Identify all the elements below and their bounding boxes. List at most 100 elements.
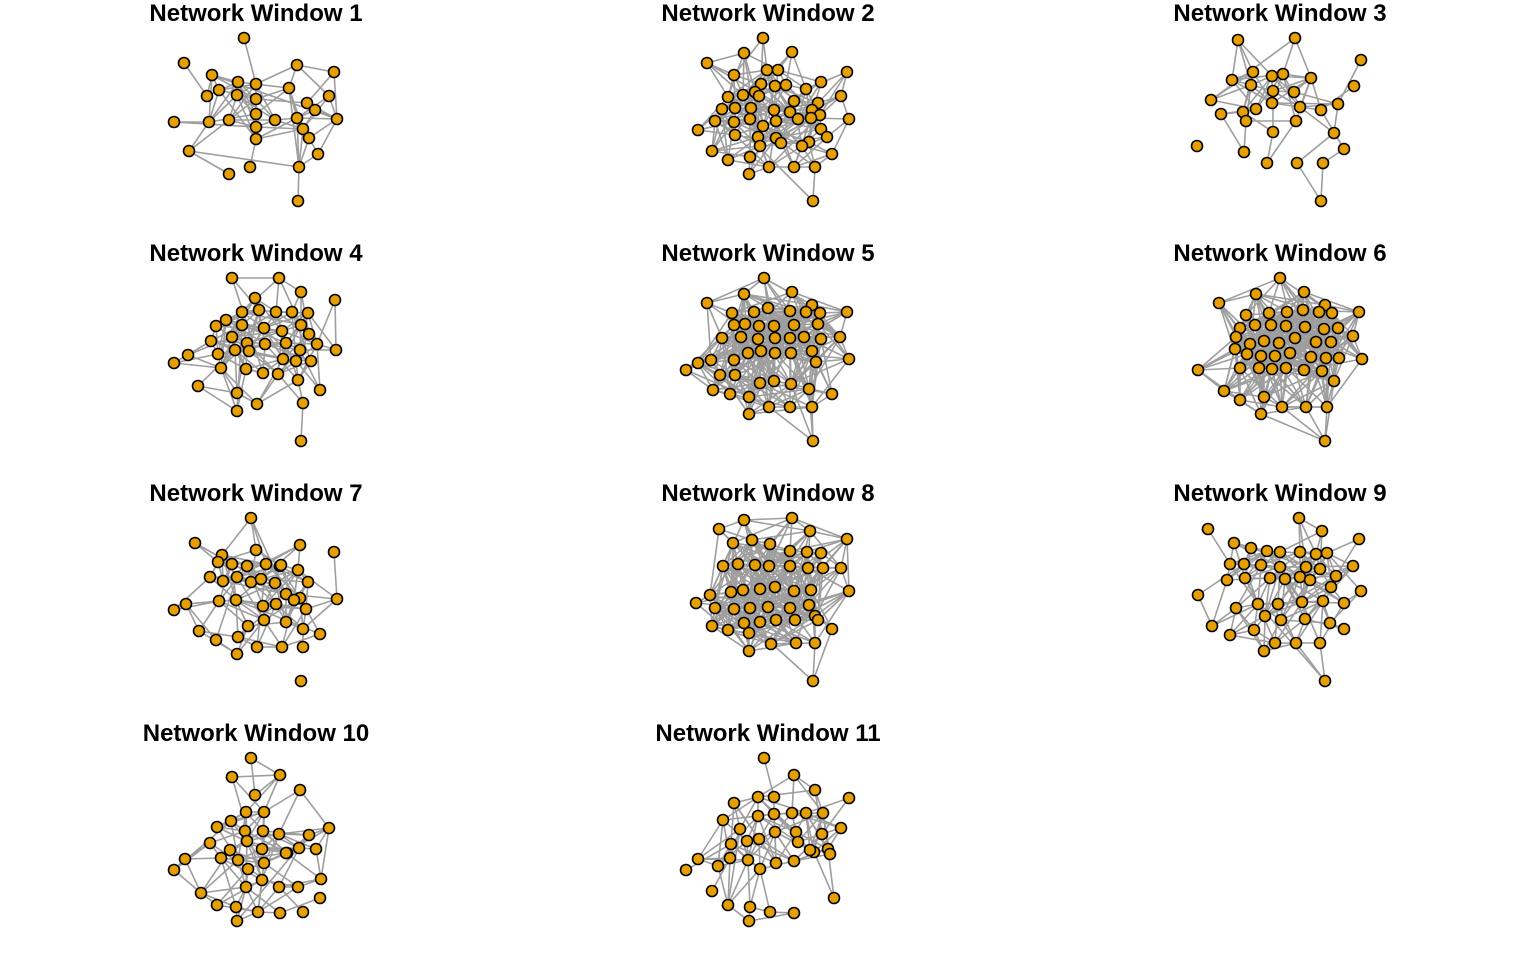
network-edge (793, 567, 842, 592)
network-edge (697, 828, 741, 860)
network-node (214, 361, 228, 375)
network-node (212, 83, 226, 97)
network-node (204, 334, 218, 348)
network-node (736, 583, 750, 597)
network-edge (1299, 106, 1335, 134)
network-node (842, 352, 856, 366)
network-edge (812, 642, 816, 682)
network-edge (222, 580, 287, 595)
network-edge (748, 619, 796, 652)
network-node (734, 330, 748, 344)
network-node (296, 396, 310, 410)
network-node (811, 613, 825, 627)
network-edge (231, 311, 277, 338)
network-node (1233, 361, 1247, 375)
network-edge (1326, 341, 1332, 408)
network-edge (817, 71, 848, 104)
network-node (239, 362, 253, 376)
network-edge (1318, 311, 1363, 360)
network-edge (263, 789, 301, 813)
network-edge (711, 625, 750, 652)
network-edge (727, 868, 761, 906)
network-node (785, 511, 799, 525)
network-node (805, 400, 819, 414)
network-node (279, 846, 293, 860)
network-node (1352, 305, 1366, 319)
network-edge (809, 530, 848, 540)
network-node (1257, 644, 1271, 658)
network-edge (1239, 367, 1283, 408)
network-node (328, 293, 342, 307)
network-graph (167, 511, 344, 688)
network-edge (1282, 73, 1297, 122)
network-node (216, 574, 230, 588)
network-edge (709, 528, 720, 596)
network-edge (255, 117, 298, 140)
network-node (1244, 541, 1258, 555)
network-node (827, 891, 841, 905)
network-edge (334, 299, 337, 351)
network-node (1254, 407, 1268, 421)
network-edge (188, 150, 230, 175)
network-node (742, 390, 756, 404)
network-edge (1294, 37, 1312, 79)
network-node (727, 353, 741, 367)
network-node (748, 558, 762, 572)
network-graph (1190, 31, 1368, 208)
network-edge (685, 843, 732, 871)
network-edge (263, 774, 281, 813)
network-node (1204, 93, 1218, 107)
network-edge (790, 358, 850, 385)
network-node (202, 115, 216, 129)
network-node (737, 46, 751, 60)
network-node (268, 576, 282, 590)
network-edge (746, 840, 795, 862)
network-node (1231, 33, 1245, 47)
network-node (764, 637, 778, 651)
network-edge (307, 312, 337, 351)
network-node (731, 557, 745, 571)
network-node (1324, 580, 1338, 594)
network-node (768, 580, 782, 594)
network-edge (333, 71, 338, 120)
network-node (308, 103, 322, 117)
network-node (727, 115, 741, 129)
network-edge (231, 776, 265, 813)
network-edge (727, 857, 731, 906)
panel-title: Network Window 11 (655, 720, 881, 747)
network-edge (1295, 77, 1312, 122)
network-node (733, 822, 747, 836)
network-edge (1264, 601, 1303, 617)
network-node (302, 327, 316, 341)
network-edge (1296, 162, 1322, 202)
network-node (1316, 156, 1330, 170)
network-node (823, 847, 837, 861)
network-node (1293, 545, 1307, 559)
network-node (241, 619, 255, 633)
network-edge (1244, 577, 1266, 617)
network-node (327, 545, 341, 559)
network-edge (1274, 618, 1306, 644)
network-node (313, 383, 327, 397)
network-node (800, 545, 814, 559)
network-node (724, 585, 738, 599)
network-node (804, 583, 818, 597)
network-edge (721, 325, 775, 339)
network-node (763, 905, 777, 919)
network-edge (316, 299, 336, 345)
network-edge (791, 774, 795, 814)
network-edge (775, 128, 822, 139)
nodes (1190, 31, 1368, 208)
network-node (820, 130, 834, 144)
network-node (1265, 362, 1279, 376)
network-node (1266, 125, 1280, 139)
network-node (842, 112, 856, 126)
network-node (783, 544, 797, 558)
network-node (244, 751, 258, 765)
network-edge (1231, 39, 1239, 81)
network-node (282, 81, 296, 95)
network-node (726, 536, 740, 550)
network-edge (706, 293, 745, 304)
network-node (238, 824, 252, 838)
network-node (179, 597, 193, 611)
